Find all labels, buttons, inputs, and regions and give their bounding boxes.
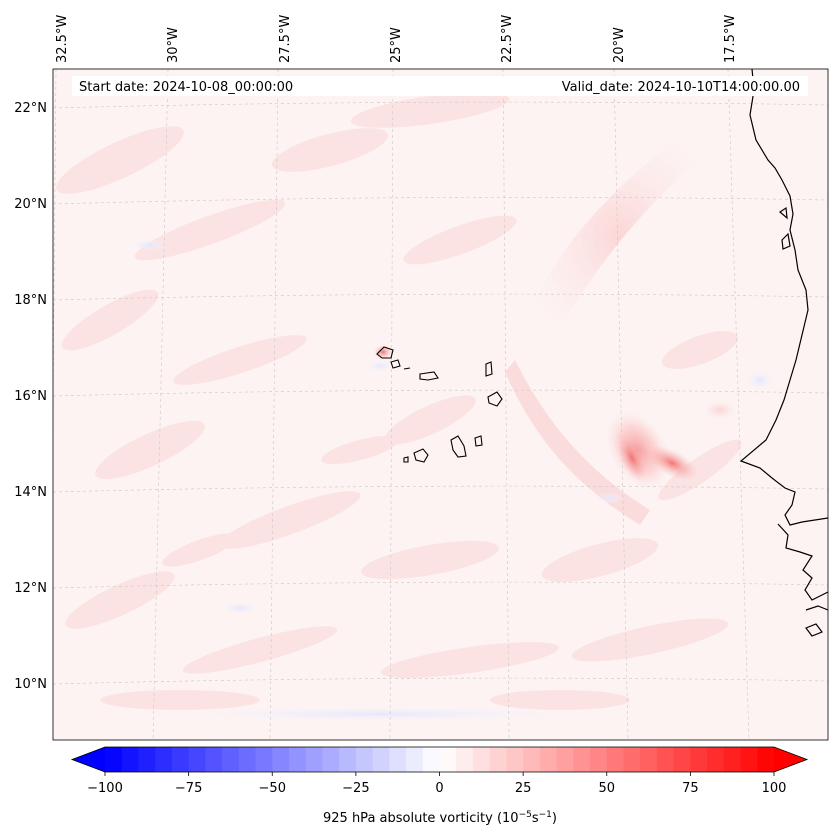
colorbar-tick-label: 25 (515, 781, 532, 796)
map-panel[interactable]: Start date: 2024-10-08_00:00:00 Valid_da… (49, 68, 829, 741)
colorbar: −100 −75 −50 −25 0 25 50 75 100 925 hPa absolute… (70, 746, 809, 826)
lon-label-30w: 30°W (166, 27, 181, 63)
header-box (72, 76, 808, 96)
colorbar-cell (573, 747, 591, 772)
lon-label-22-5w: 22.5°W (500, 15, 515, 63)
lat-label-12n: 12°N (14, 581, 47, 596)
colorbar-cell (606, 747, 625, 772)
map-frame (52, 68, 829, 741)
colorbar-cell (138, 747, 156, 772)
vorticity-field (53, 69, 828, 740)
colorbar-tick-label: 75 (682, 781, 699, 796)
colorbar-label: 925 hPa absolute vorticity (10−5s−1) (323, 810, 557, 826)
colorbar-cell (406, 747, 424, 772)
colorbar-low-extend (72, 747, 105, 772)
colorbar-tick-label: 0 (435, 781, 443, 796)
colorbar-cell (757, 747, 775, 772)
colorbar-cell (590, 747, 608, 772)
colorbar-cell (523, 747, 541, 772)
colorbar-cell (322, 747, 340, 772)
lat-label-10n: 10°N (14, 677, 47, 692)
lat-label-14n: 14°N (14, 485, 47, 500)
colorbar-cell (205, 747, 223, 772)
colorbar-cell (389, 747, 407, 772)
lon-label-20w: 20°W (612, 27, 627, 63)
lat-label-22n: 22°N (14, 101, 47, 116)
lon-label-32-5w: 32.5°W (55, 15, 70, 63)
graticule (53, 69, 828, 740)
lon-label-25w: 25°W (389, 27, 404, 63)
colorbar-tick-label: −50 (259, 781, 286, 796)
colorbar-cell (489, 747, 507, 772)
colorbar-cell (272, 747, 290, 772)
colorbar-cell (422, 747, 441, 772)
lat-label-18n: 18°N (14, 293, 47, 308)
colorbar-cell (238, 747, 257, 772)
colorbar-cell (623, 747, 641, 772)
colorbar-cell (740, 747, 758, 772)
lon-label-17-5w: 17.5°W (723, 15, 738, 63)
colorbar-cell (539, 747, 558, 772)
colorbar-cell (121, 747, 140, 772)
colorbar-cell (222, 747, 240, 772)
colorbar-cell (723, 747, 742, 772)
coastline (739, 69, 828, 637)
lon-label-27-5w: 27.5°W (278, 15, 293, 63)
colorbar-cell (506, 747, 524, 772)
colorbar-cell (439, 747, 457, 772)
lat-label-20n: 20°N (14, 197, 47, 212)
colorbar-tick-label: −100 (87, 781, 123, 796)
cape-verde-islands (376, 346, 503, 463)
colorbar-cells (105, 747, 775, 772)
colorbar-cell (155, 747, 173, 772)
colorbar-cell (372, 747, 390, 772)
colorbar-ticks: −100 −75 −50 −25 0 25 50 75 100 (87, 772, 786, 796)
colorbar-cell (673, 747, 691, 772)
colorbar-tick-label: 100 (762, 781, 787, 796)
colorbar-cell (355, 747, 374, 772)
colorbar-cell (255, 747, 273, 772)
colorbar-tick-label: −75 (175, 781, 202, 796)
colorbar-cell (188, 747, 206, 772)
colorbar-cell (690, 747, 708, 772)
colorbar-cell (339, 747, 357, 772)
colorbar-cell (305, 747, 324, 772)
colorbar-cell (556, 747, 574, 772)
colorbar-cell (656, 747, 675, 772)
colorbar-cell (288, 747, 307, 772)
colorbar-cell (171, 747, 190, 772)
colorbar-cell (105, 747, 123, 772)
valid-date: Valid_date: 2024-10-10T14:00:00.00 (562, 80, 800, 95)
start-date: Start date: 2024-10-08_00:00:00 (79, 80, 293, 95)
colorbar-cell (640, 747, 658, 772)
colorbar-cell (456, 747, 474, 772)
latitude-labels: 22°N 20°N 18°N 16°N 14°N 12°N 10°N (14, 101, 47, 692)
colorbar-tick-label: −25 (342, 781, 369, 796)
colorbar-cell (472, 747, 491, 772)
longitude-labels: 32.5°W 30°W 27.5°W 25°W 22.5°W 20°W 17.5… (55, 15, 738, 63)
colorbar-cell (707, 747, 725, 772)
colorbar-high-extend (774, 747, 807, 772)
colorbar-tick-label: 50 (598, 781, 615, 796)
lat-label-16n: 16°N (14, 389, 47, 404)
